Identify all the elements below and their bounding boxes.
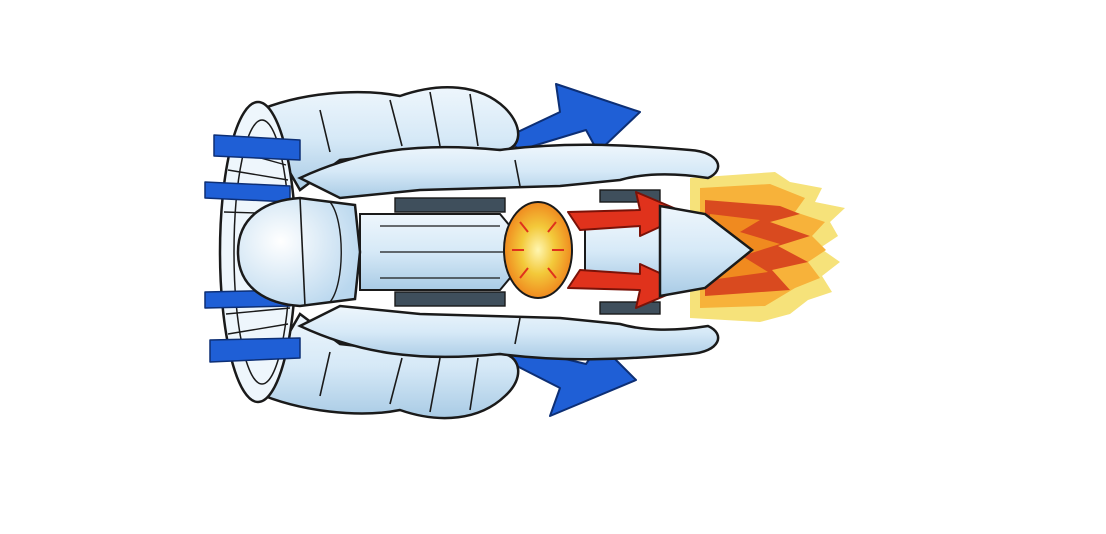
inlet-air-arrows (204, 134, 301, 363)
core-cowl (297, 143, 720, 361)
exhaust-cone (658, 204, 755, 298)
compressor-stages (394, 189, 661, 315)
combustion-chamber (503, 201, 573, 299)
spinner-nose-cone (236, 196, 362, 308)
bypass-air-arrow-top (504, 83, 641, 153)
fan-casing (253, 86, 520, 420)
hot-gas-arrows (567, 191, 689, 309)
